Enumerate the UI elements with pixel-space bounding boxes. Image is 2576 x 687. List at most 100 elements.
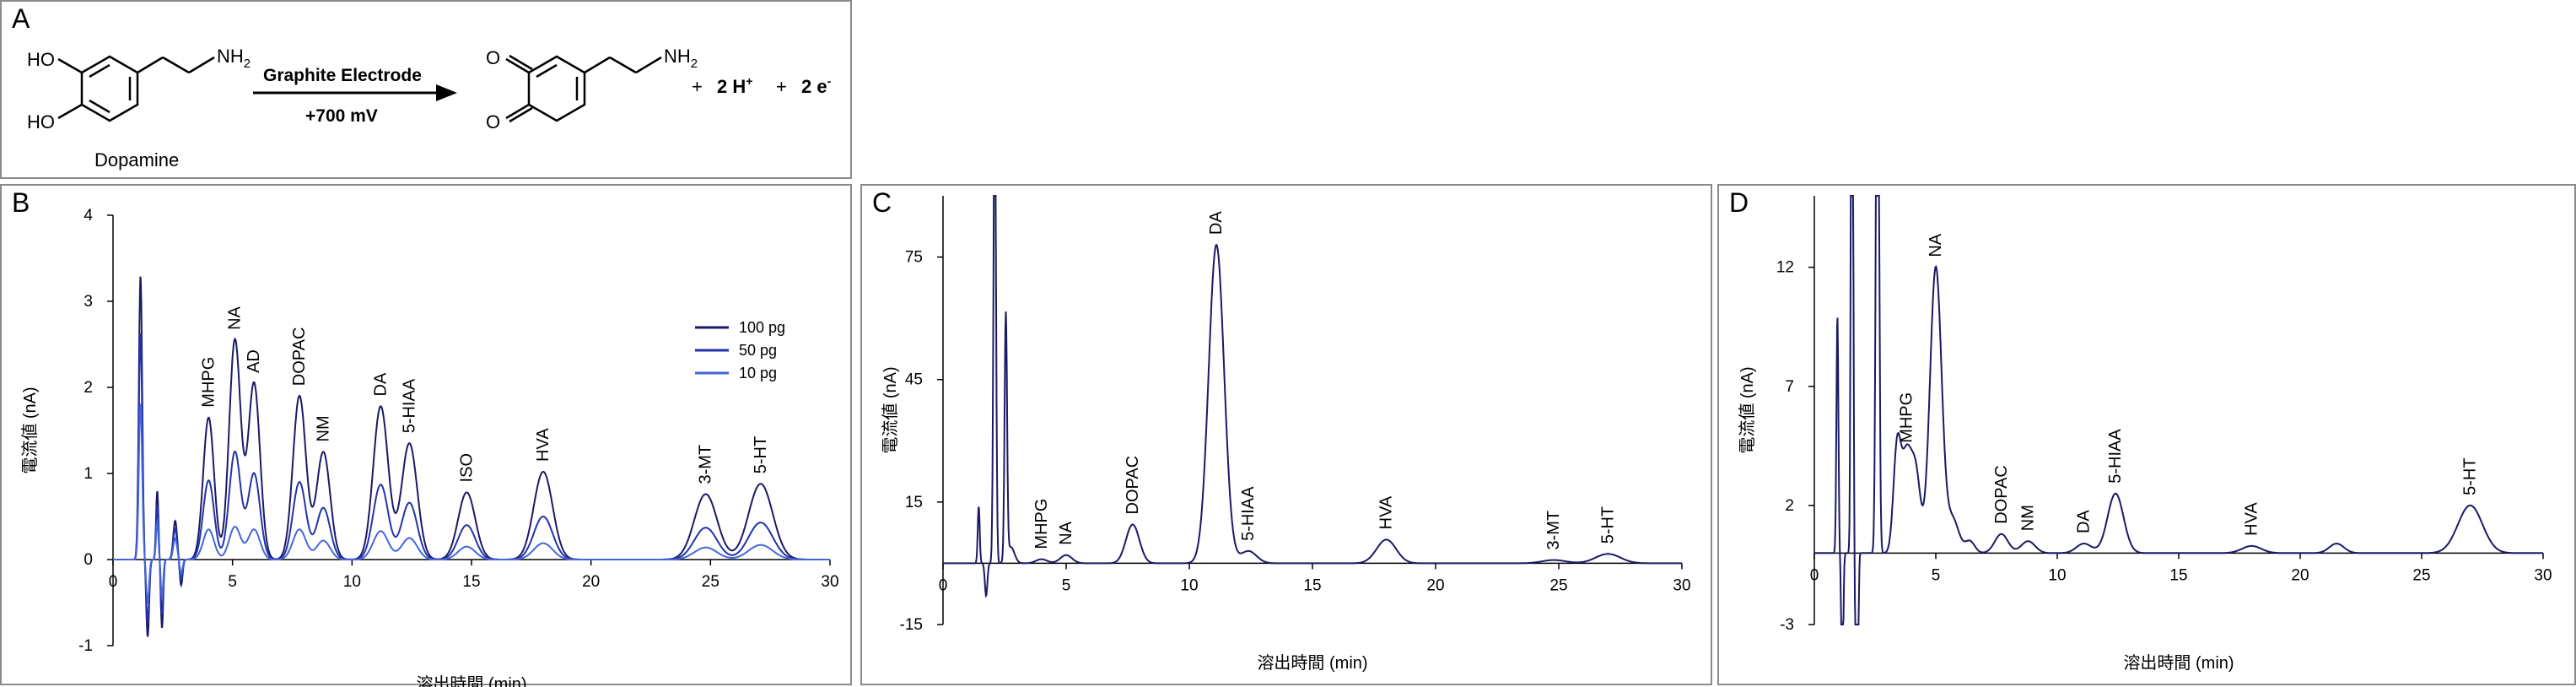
y-tick-label: -1 xyxy=(78,637,93,655)
series-line xyxy=(943,195,1682,598)
peak-label: HVA xyxy=(2242,502,2261,536)
chart-c: 0 5 10 15 20 25 30 -15 15 45 75 溶出時間 (min) 電流値 (nA) M… xyxy=(881,195,1691,673)
y-axis-label: 電流値 (nA) xyxy=(881,366,900,453)
x-tick-label: 25 xyxy=(2412,566,2430,584)
y-tick-label: 4 xyxy=(84,207,93,224)
protons: 2 H+ xyxy=(717,74,752,97)
peak-label: 5-HIAA xyxy=(2106,429,2125,484)
peak-label: HVA xyxy=(1377,495,1396,529)
y-tick-label: 7 xyxy=(1785,378,1794,396)
quinone-structure xyxy=(505,54,662,123)
x-tick-label: 30 xyxy=(821,573,838,591)
x-tick-label: 5 xyxy=(1062,576,1071,594)
x-tick-label: 10 xyxy=(2048,566,2066,584)
peak-label: NM xyxy=(2018,505,2037,531)
reactant-nh2: NH2 xyxy=(217,46,251,71)
chart-b: 0 5 10 15 20 25 30 -1 0 1 2 3 4 溶出時間 (min) 電流値 (nA) MHP… xyxy=(20,207,839,687)
x-tick-label: 25 xyxy=(702,573,719,591)
y-tick-label: 3 xyxy=(84,293,93,311)
peak-label: MHPG xyxy=(1032,499,1051,549)
y-tick-label: 2 xyxy=(84,379,93,397)
dopamine-structure xyxy=(57,55,215,122)
reactant-oh-top: HO xyxy=(27,49,55,70)
arrow-label-top: Graphite Electrode xyxy=(263,66,422,85)
peak-label: 5-HT xyxy=(752,436,770,473)
peak-label: DOPAC xyxy=(1124,456,1142,515)
panel-label-d: D xyxy=(1729,187,1749,218)
peak-label: ISO xyxy=(457,453,476,482)
x-tick-label: 5 xyxy=(1932,566,1941,584)
x-tick-label: 0 xyxy=(1810,566,1819,584)
y-tick-label: 45 xyxy=(905,371,923,389)
x-tick-label: 20 xyxy=(582,573,600,591)
x-tick-label: 10 xyxy=(343,573,361,591)
chart-panel-d: D 0 5 10 15 20 25 30 -3 2 7 12 溶出時間 (min) 電流値 (nA) MH… xyxy=(1717,184,2576,685)
series-line xyxy=(113,333,830,625)
peak-label: NA xyxy=(1057,521,1075,544)
y-tick-label: 15 xyxy=(905,494,923,511)
y-axis-label: 電流値 (nA) xyxy=(1738,366,1757,453)
peak-label: DA xyxy=(371,372,390,396)
panel-label-c: C xyxy=(872,187,892,218)
series-line xyxy=(113,403,830,605)
x-tick-label: 30 xyxy=(2534,566,2552,584)
plus-sign-2: + xyxy=(776,76,787,97)
peak-label: NM xyxy=(314,415,332,441)
reactant-oh-bottom: HO xyxy=(27,111,55,133)
x-axis-label: 溶出時間 (min) xyxy=(416,674,526,687)
peak-label: 5-HIAA xyxy=(400,378,418,433)
y-tick-label: -3 xyxy=(1780,616,1794,634)
peak-label: 5-HT xyxy=(2461,457,2480,495)
x-tick-label: 0 xyxy=(109,573,118,591)
peak-label: MHPG xyxy=(199,357,218,408)
peak-label: DOPAC xyxy=(290,327,309,387)
peak-label: HVA xyxy=(534,428,552,462)
panel-label-b: B xyxy=(12,187,30,218)
peak-label: DOPAC xyxy=(1992,465,2011,524)
y-tick-label: 75 xyxy=(905,249,923,267)
series-line xyxy=(1814,195,2543,625)
x-axis-label: 溶出時間 (min) xyxy=(2123,653,2234,673)
peak-label: 3-MT xyxy=(697,445,715,484)
peak-label: 3-MT xyxy=(1544,511,1563,550)
peak-label: MHPG xyxy=(1897,392,1916,443)
legend-label: 10 pg xyxy=(739,365,777,381)
x-tick-label: 15 xyxy=(1303,576,1321,594)
x-tick-label: 15 xyxy=(462,573,480,591)
x-tick-label: 10 xyxy=(1180,576,1198,594)
peak-label: 5-HIAA xyxy=(1239,486,1258,541)
peak-label: NA xyxy=(1927,233,1945,257)
panel-label-a: A xyxy=(12,3,30,34)
product-nh2: NH2 xyxy=(664,46,698,71)
peak-label: AD xyxy=(245,349,263,373)
x-tick-label: 30 xyxy=(1673,576,1690,594)
legend-label: 50 pg xyxy=(739,342,777,359)
x-tick-label: 0 xyxy=(939,576,948,594)
peak-label: 5-HT xyxy=(1598,506,1617,544)
y-tick-label: 2 xyxy=(1785,497,1794,515)
series-line xyxy=(113,276,830,637)
reactant-name: Dopamine xyxy=(94,149,179,170)
y-tick-label: 1 xyxy=(84,465,93,483)
x-tick-label: 25 xyxy=(1549,576,1567,594)
chart-panel-b: B 0 5 10 15 20 25 30 -1 0 1 2 3 4 溶出時間 (min) 電流値 (nA) M… xyxy=(0,184,852,687)
y-tick-label: 12 xyxy=(1776,259,1794,277)
arrow-head xyxy=(436,84,457,101)
product-o-bottom: O xyxy=(486,111,500,133)
x-tick-label: 20 xyxy=(1426,576,1444,594)
legend-label: 100 pg xyxy=(739,319,785,336)
chart-d: 0 5 10 15 20 25 30 -3 2 7 12 溶出時間 (min) 電流値 (nA) MHPG… xyxy=(1738,195,2552,673)
x-tick-label: 5 xyxy=(228,573,237,591)
chart-panel-c: C 0 5 10 15 20 25 30 -15 15 45 75 溶出時間 (min) 電流値 (nA… xyxy=(860,184,1712,685)
x-tick-label: 20 xyxy=(2291,566,2309,584)
product-o-top: O xyxy=(486,47,500,68)
reaction-scheme: HO HO NH2 Dopamine Graphite Electrode +7… xyxy=(27,46,832,170)
x-axis-label: 溶出時間 (min) xyxy=(1257,653,1367,673)
x-tick-label: 15 xyxy=(2169,566,2187,584)
y-tick-label: -15 xyxy=(900,616,923,634)
plus-sign-1: + xyxy=(692,76,703,97)
peak-label: DA xyxy=(1207,211,1226,235)
y-axis-label: 電流値 (nA) xyxy=(20,387,40,473)
reaction-panel: A HO HO NH2 Dopamine Graphite Electrode … xyxy=(0,0,852,179)
peak-label: NA xyxy=(226,306,245,329)
